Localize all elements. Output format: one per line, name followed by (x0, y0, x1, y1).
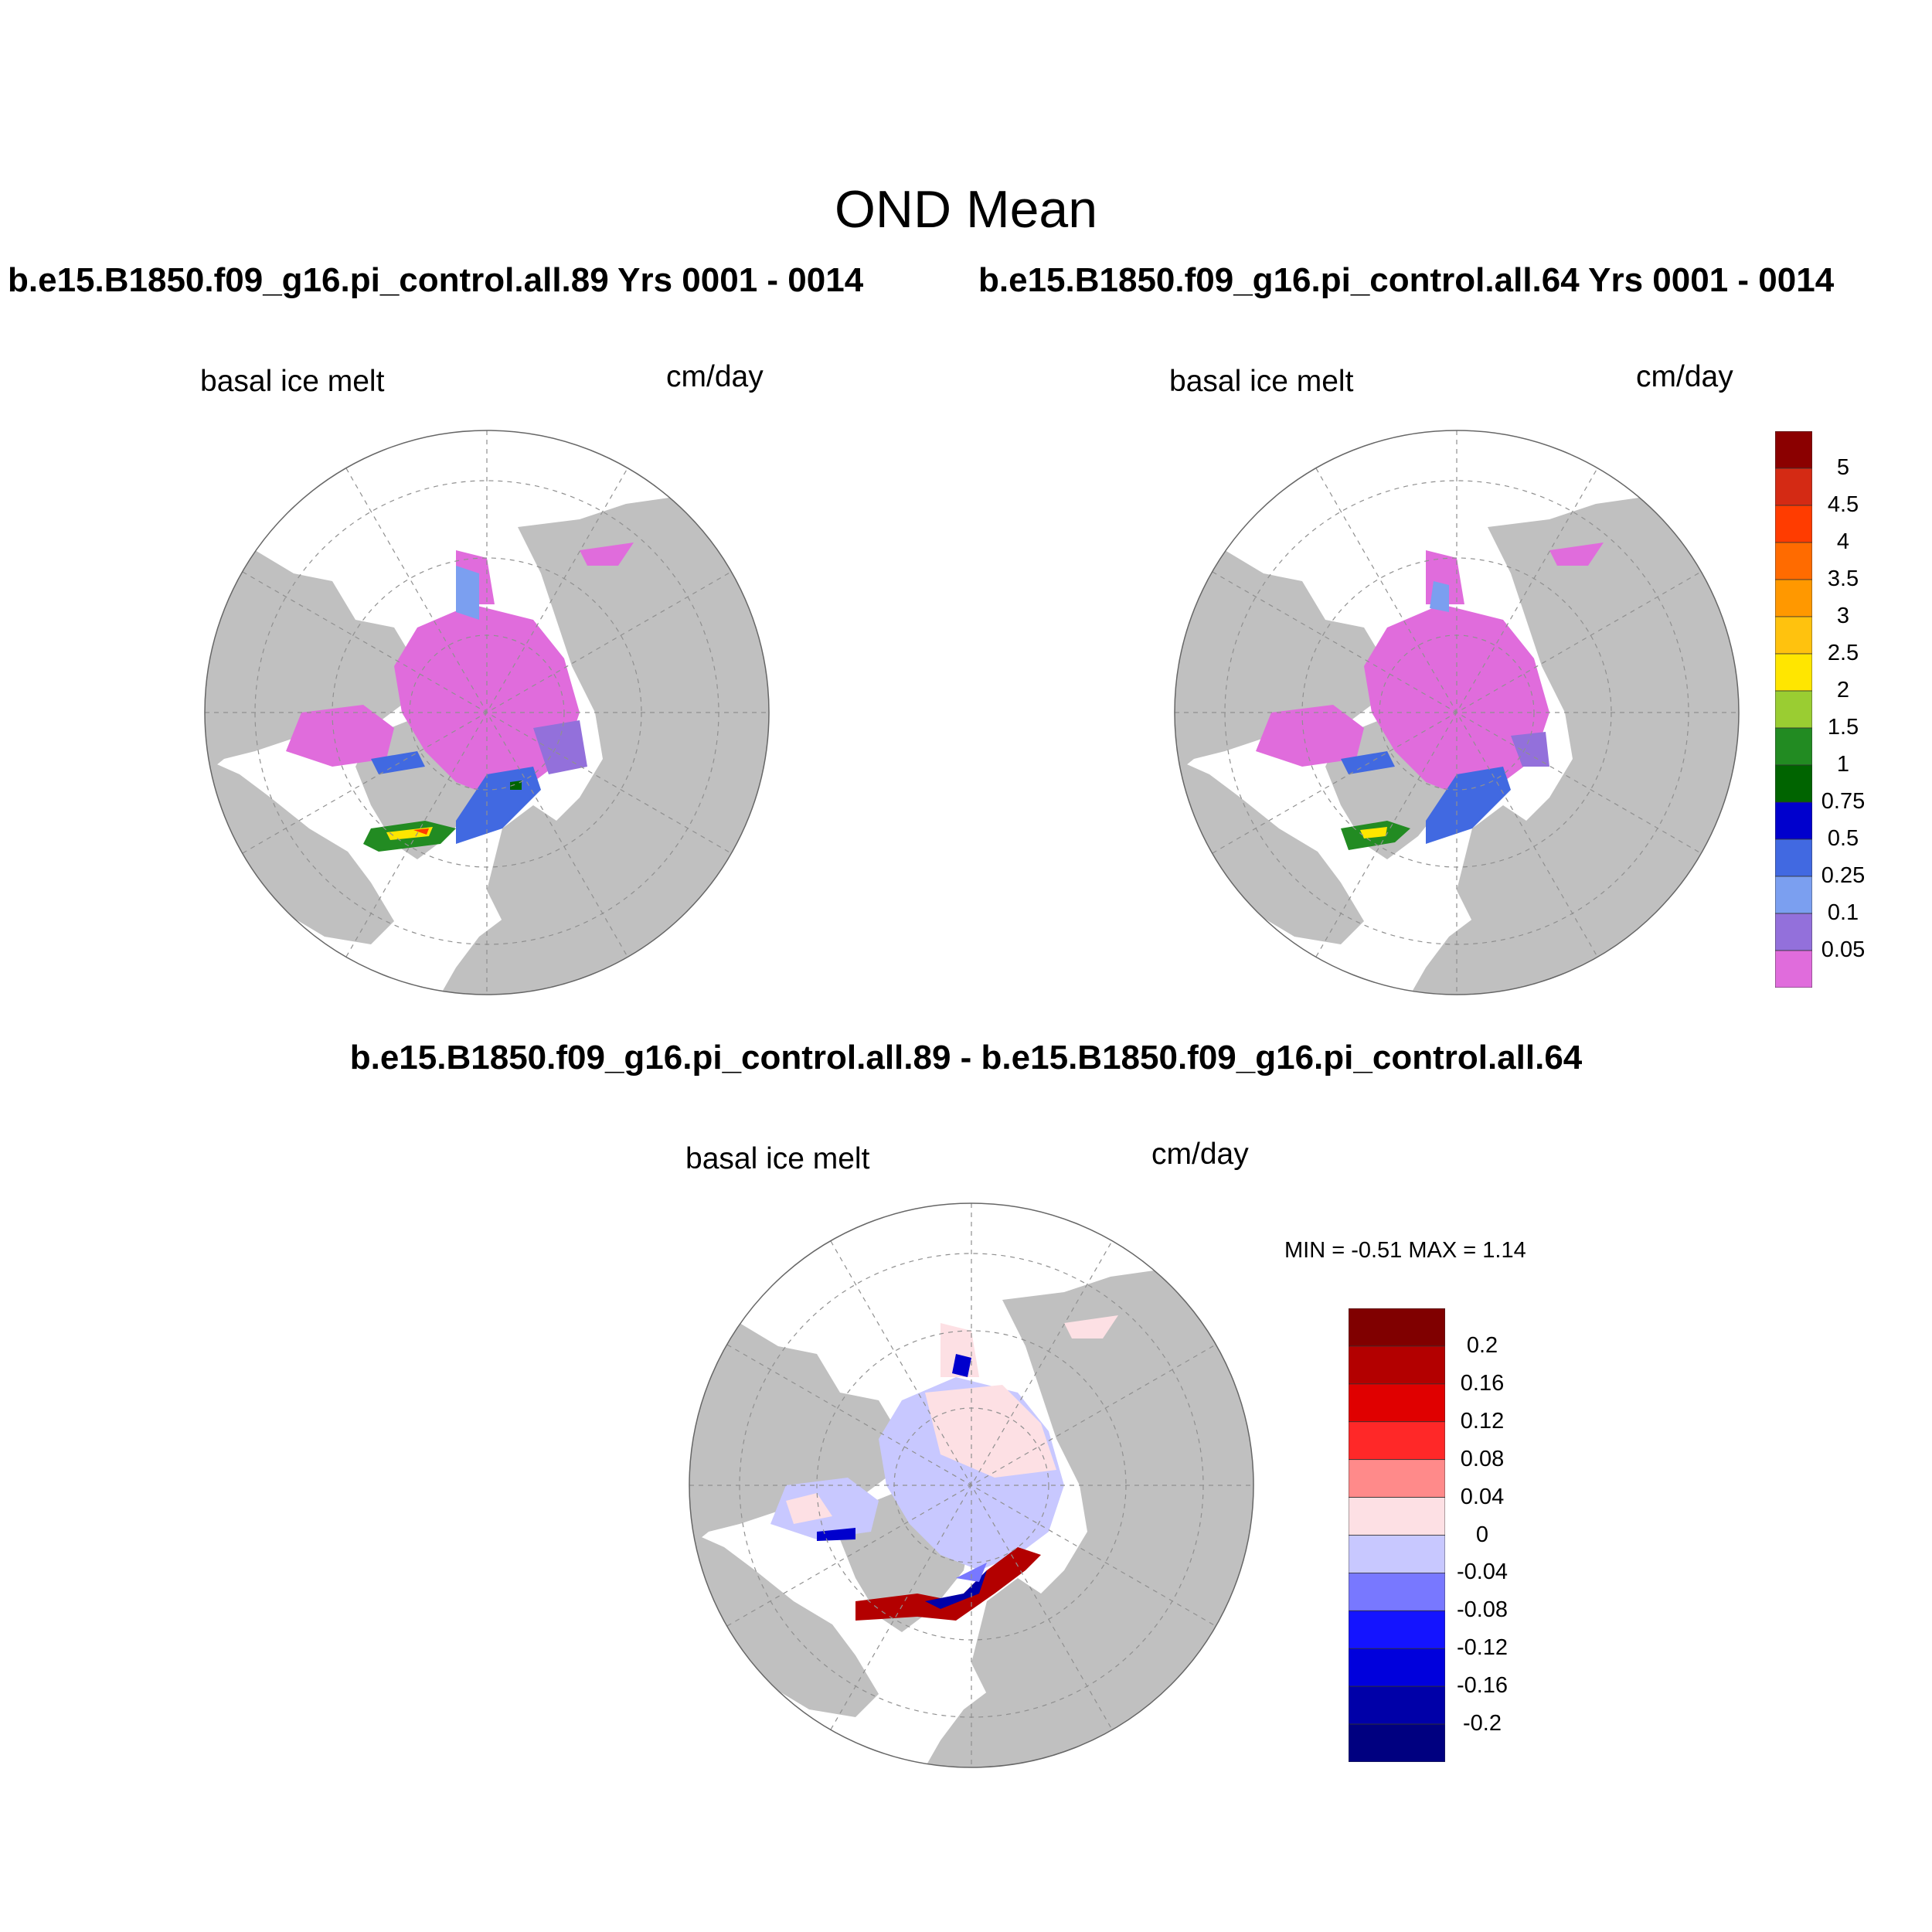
colorbar-difference-swatch (1349, 1610, 1445, 1649)
colorbar-main-swatch (1775, 838, 1812, 877)
colorbar-main-tick-label: 2.5 (1827, 641, 1859, 665)
polar-map-difference (689, 1202, 1254, 1768)
polar-map-right (1174, 430, 1740, 995)
colorbar-difference-swatch (1349, 1723, 1445, 1762)
colorbar-main-swatch (1775, 542, 1812, 580)
polar-map-left (204, 430, 770, 995)
colorbar-main-tick-label: 5 (1836, 455, 1850, 480)
colorbar-difference-tick-label: 0.08 (1460, 1446, 1505, 1471)
case-title-left: b.e15.B1850.f09_g16.pi_control.all.89 Yr… (8, 261, 864, 299)
colorbar-difference-swatch (1349, 1421, 1445, 1461)
colorbar-main-swatch (1775, 950, 1812, 988)
colorbar-main-swatch (1775, 579, 1812, 617)
colorbar-main-swatch (1775, 876, 1812, 914)
colorbar-difference-tick-label: -0.16 (1456, 1673, 1509, 1699)
colorbar-main-tick-label: 0.25 (1821, 863, 1866, 888)
units-label-diff: cm/day (1151, 1138, 1249, 1171)
colorbar-difference-tick-label: -0.2 (1463, 1711, 1502, 1736)
variable-label-diff: basal ice melt (685, 1142, 870, 1175)
colorbar-difference-tick-label: 0.04 (1460, 1484, 1505, 1509)
colorbar-difference-tick-label: 0.12 (1460, 1408, 1505, 1434)
colorbar-difference-tick-label: -0.12 (1456, 1635, 1509, 1661)
colorbar-difference-swatch (1349, 1685, 1445, 1725)
colorbar-main-swatch (1775, 764, 1812, 803)
colorbar-main-tick-label: 0.5 (1827, 826, 1859, 851)
colorbar-main-swatch (1775, 468, 1812, 506)
variable-label-left: basal ice melt (200, 365, 385, 398)
colorbar-main (1775, 431, 1812, 988)
case-title-right: b.e15.B1850.f09_g16.pi_control.all.64 Yr… (978, 261, 1835, 299)
colorbar-difference-swatch (1349, 1497, 1445, 1536)
colorbar-difference-tick-label: 0.16 (1460, 1370, 1505, 1396)
colorbar-main-swatch (1775, 653, 1812, 692)
min-max-label: MIN = -0.51 MAX = 1.14 (1284, 1238, 1526, 1263)
colorbar-difference-swatch (1349, 1535, 1445, 1573)
colorbar-difference (1349, 1308, 1445, 1762)
colorbar-difference-swatch (1349, 1573, 1445, 1611)
colorbar-difference-tick-label: 0 (1475, 1522, 1489, 1547)
variable-label-right: basal ice melt (1169, 365, 1354, 398)
colorbar-main-tick-label: 1.5 (1827, 715, 1859, 740)
colorbar-main-tick-label: 0.05 (1821, 937, 1866, 962)
colorbar-main-tick-label: 2 (1836, 678, 1850, 702)
colorbar-difference-swatch (1349, 1345, 1445, 1385)
figure-title: OND Mean (834, 180, 1098, 239)
colorbar-main-tick-label: 3.5 (1827, 566, 1859, 591)
colorbar-main-swatch (1775, 913, 1812, 951)
colorbar-difference-tick-label: -0.04 (1456, 1560, 1509, 1585)
colorbar-difference-swatch (1349, 1383, 1445, 1423)
colorbar-difference-tick-label: 0.2 (1466, 1332, 1498, 1358)
colorbar-main-swatch (1775, 801, 1812, 840)
units-label-left: cm/day (666, 360, 764, 393)
colorbar-main-tick-label: 0.1 (1827, 900, 1859, 925)
difference-title: b.e15.B1850.f09_g16.pi_control.all.89 - … (349, 1039, 1583, 1077)
colorbar-main-tick-label: 3 (1836, 604, 1850, 628)
units-label-right: cm/day (1636, 360, 1733, 393)
colorbar-main-tick-label: 0.75 (1821, 789, 1866, 814)
colorbar-difference-tick-label: -0.08 (1456, 1597, 1509, 1623)
colorbar-main-swatch (1775, 431, 1812, 469)
colorbar-main-swatch (1775, 505, 1812, 543)
colorbar-main-tick-label: 1 (1836, 752, 1850, 777)
colorbar-difference-swatch (1349, 1308, 1445, 1347)
colorbar-difference-swatch (1349, 1648, 1445, 1687)
colorbar-main-swatch (1775, 616, 1812, 655)
colorbar-main-tick-label: 4 (1836, 529, 1850, 554)
colorbar-main-tick-label: 4.5 (1827, 492, 1859, 517)
colorbar-main-swatch (1775, 727, 1812, 766)
colorbar-main-swatch (1775, 690, 1812, 729)
colorbar-difference-swatch (1349, 1459, 1445, 1498)
